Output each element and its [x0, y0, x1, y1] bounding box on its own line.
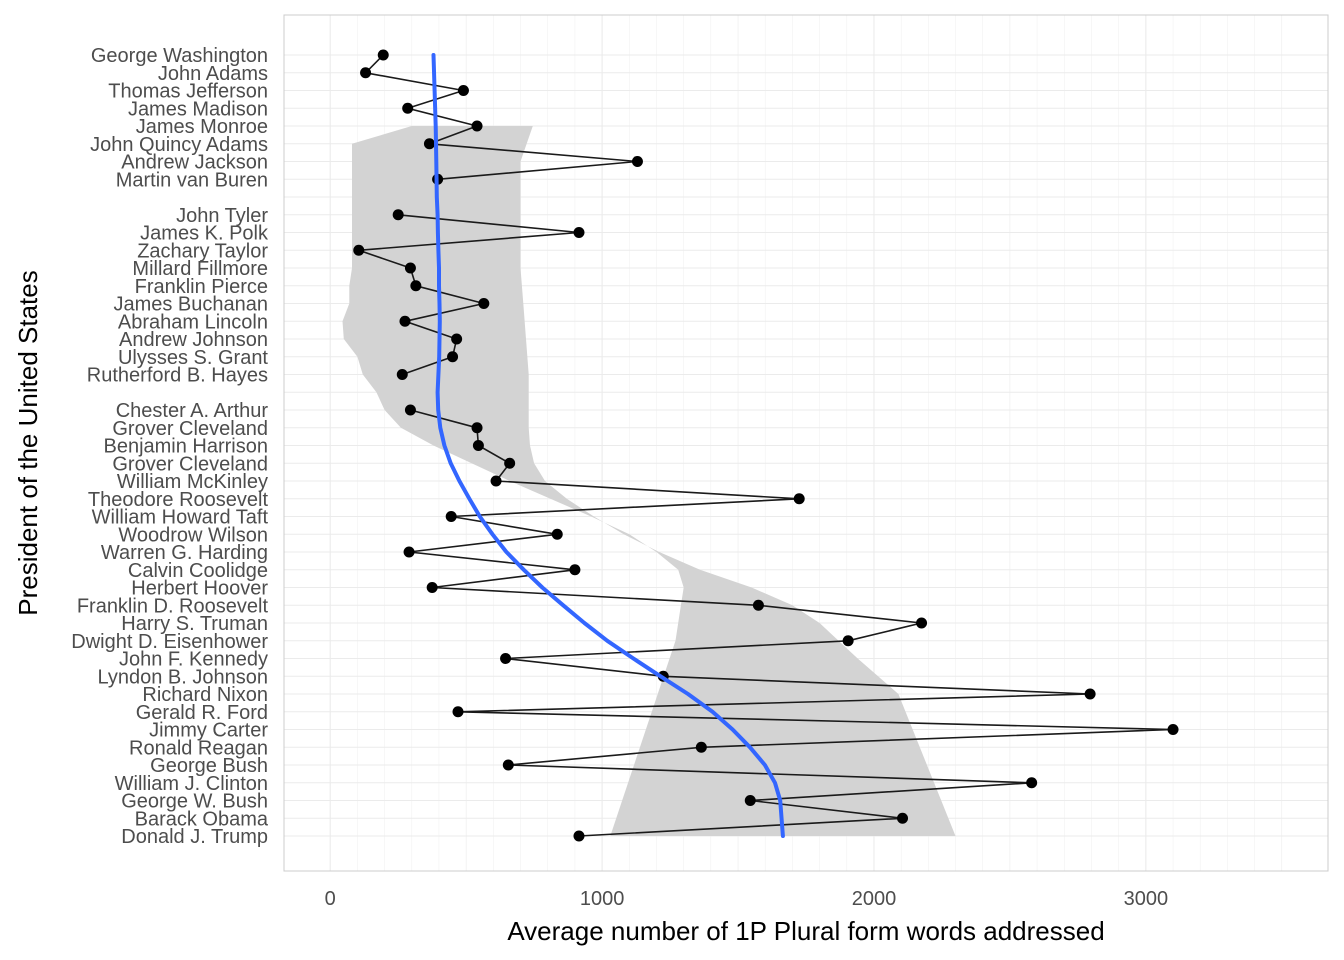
y-tick-label: James Madison [128, 98, 268, 120]
y-tick-label: Donald J. Trump [121, 826, 268, 848]
y-tick-label: George Washington [91, 45, 268, 67]
data-point [1026, 777, 1038, 789]
data-point [695, 741, 707, 753]
data-point [490, 475, 502, 487]
y-tick-label: Martin van Buren [116, 169, 268, 191]
data-point [842, 635, 854, 647]
y-tick-label: Millard Fillmore [132, 258, 268, 280]
y-tick-label: Thomas Jefferson [108, 81, 268, 103]
data-point [451, 333, 463, 345]
y-tick-label: William Howard Taft [92, 507, 269, 529]
data-point [573, 227, 585, 238]
y-tick-label: Andrew Jackson [121, 152, 268, 174]
data-point [478, 298, 490, 309]
data-point [569, 564, 581, 576]
data-point [353, 244, 365, 256]
y-tick-label: Dwight D. Eisenhower [71, 631, 268, 653]
data-point [1084, 688, 1096, 700]
data-point [551, 528, 563, 540]
data-point [744, 795, 756, 806]
data-point [916, 617, 928, 629]
y-tick-label: Chester A. Arthur [116, 400, 269, 422]
y-tick-label: Gerald R. Ford [136, 702, 268, 724]
data-point [396, 369, 408, 380]
y-tick-label: James Buchanan [113, 294, 268, 316]
y-tick-label: Calvin Coolidge [128, 560, 268, 582]
y-tick-label: John Quincy Adams [90, 134, 268, 156]
y-tick-label: John F. Kennedy [119, 649, 268, 671]
y-tick-label: James K. Polk [140, 223, 269, 245]
data-point [457, 85, 469, 96]
data-point [403, 546, 415, 558]
y-tick-label: Ronald Reagan [129, 737, 268, 759]
y-tick-label: Barack Obama [135, 808, 269, 830]
data-point [399, 315, 411, 327]
x-tick-label: 1000 [580, 888, 625, 910]
data-point [793, 493, 805, 505]
data-point [447, 351, 459, 363]
y-tick-label: Grover Cleveland [112, 453, 268, 475]
data-point [360, 67, 372, 79]
data-point [1167, 724, 1179, 735]
y-tick-label: Woodrow Wilson [118, 524, 268, 546]
x-tick-label: 3000 [1124, 888, 1169, 910]
x-tick-label: 2000 [852, 888, 897, 910]
y-tick-label: Lyndon B. Johnson [98, 666, 269, 688]
data-point [631, 156, 643, 167]
y-tick-label: John Tyler [176, 205, 268, 227]
y-tick-label: Franklin D. Roosevelt [77, 595, 269, 617]
data-point [392, 209, 404, 221]
data-point [426, 582, 438, 593]
y-tick-label: Franklin Pierce [135, 276, 268, 298]
data-point [452, 706, 464, 718]
y-tick-label: James Monroe [136, 116, 268, 138]
data-point [897, 812, 909, 824]
data-point [423, 138, 435, 150]
data-points [353, 49, 1179, 842]
trend-line [431, 53, 785, 838]
data-point [752, 599, 764, 611]
data-point [471, 422, 483, 434]
y-tick-label: William McKinley [117, 471, 268, 493]
data-point [404, 404, 416, 416]
data-point [377, 49, 389, 61]
y-tick-label: Grover Cleveland [112, 418, 268, 440]
y-tick-label: John Adams [158, 63, 268, 85]
x-tick-label: 0 [325, 888, 336, 910]
y-tick-label: George W. Bush [121, 791, 268, 813]
y-tick-label: Theodore Roosevelt [88, 489, 269, 511]
y-tick-label: William J. Clinton [115, 773, 268, 795]
y-tick-label: Benjamin Harrison [103, 436, 268, 458]
y-tick-label: Herbert Hoover [131, 578, 268, 600]
data-point [410, 280, 422, 292]
y-tick-label: Richard Nixon [142, 684, 268, 706]
y-tick-label: Warren G. Harding [101, 542, 268, 564]
y-tick-label: Andrew Johnson [119, 329, 268, 351]
y-tick-label: Jimmy Carter [149, 720, 268, 742]
x-tick-labels: 0 1000 2000 3000 [325, 888, 1168, 910]
data-point [471, 120, 483, 132]
y-tick-label: Rutherford B. Hayes [87, 365, 268, 387]
data-point [445, 511, 457, 522]
y-tick-label: Abraham Lincoln [118, 311, 268, 333]
y-tick-label: Zachary Taylor [137, 240, 268, 262]
y-tick-label: George Bush [150, 755, 268, 777]
y-tick-label: Ulysses S. Grant [118, 347, 268, 369]
data-point [573, 830, 585, 842]
data-point [402, 102, 414, 114]
panel-border [283, 14, 1329, 872]
y-tick-label: Harry S. Truman [121, 613, 268, 635]
x-axis-title: Average number of 1P Plural form words a… [507, 916, 1104, 946]
confidence-ribbon [342, 126, 956, 836]
data-point [472, 440, 484, 451]
y-axis-title: President of the United States [13, 270, 43, 615]
data-point [504, 457, 516, 469]
data-point [502, 759, 514, 771]
data-point [500, 653, 512, 664]
data-point [404, 262, 416, 274]
